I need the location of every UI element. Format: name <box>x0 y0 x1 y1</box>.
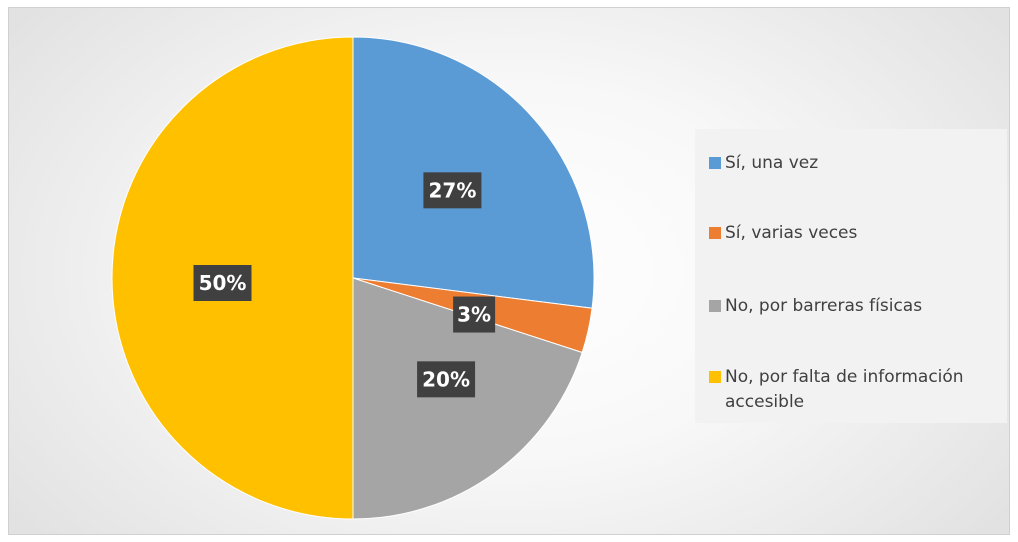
legend-label: Sí, una vez <box>725 153 819 173</box>
data-label-text: 27% <box>428 178 476 202</box>
data-label-text: 3% <box>457 303 491 327</box>
legend: Sí, una vez Sí, varias veces No, por bar… <box>695 129 1007 423</box>
data-label-box <box>453 296 496 333</box>
data-label-no-barreras-fisicas: 20% <box>417 361 476 398</box>
data-label-no-falta-informacion: 50% <box>193 265 252 301</box>
legend-item-si-varias-veces: Sí, varias veces <box>709 221 1005 246</box>
legend-swatch-no-falta-informacion <box>709 371 721 383</box>
legend-item-si-una-vez: Sí, una vez <box>709 151 1005 176</box>
data-label-text: 20% <box>422 367 470 391</box>
data-label-text: 50% <box>199 271 247 295</box>
data-label-si-varias-veces: 3% <box>453 296 496 333</box>
legend-swatch-si-varias-veces <box>709 227 721 239</box>
legend-item-no-barreras-fisicas: No, por barreras físicas <box>709 294 1005 319</box>
pie-chart: 27% 3% 20% 50% <box>111 36 595 520</box>
legend-label: Sí, varias veces <box>725 223 858 243</box>
legend-swatch-no-barreras-fisicas <box>709 300 721 312</box>
chart-area: 27% 3% 20% 50% Sí, una vez Sí, varias veces… <box>8 7 1010 535</box>
pie-slice-no-barreras-fisicas <box>352 277 583 520</box>
legend-item-no-falta-informacion: No, por falta de información accesible <box>709 365 1005 415</box>
data-label-box <box>193 265 252 301</box>
data-label-box <box>417 361 476 398</box>
legend-label: No, por falta de información accesible <box>725 367 964 412</box>
data-label-box <box>423 172 482 209</box>
legend-label: No, por barreras físicas <box>725 296 923 316</box>
data-label-si-una-vez: 27% <box>423 172 482 209</box>
legend-swatch-si-una-vez <box>709 157 721 169</box>
